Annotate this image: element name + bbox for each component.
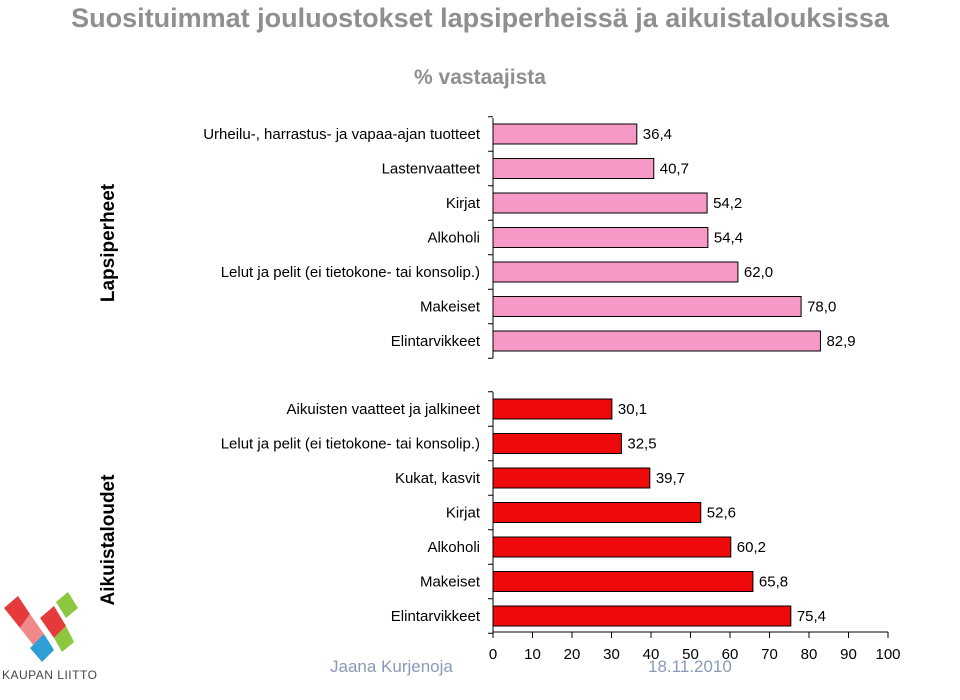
group-label: Aikuistaloudet	[98, 474, 119, 606]
x-tick-label: 70	[761, 646, 778, 663]
bar	[492, 605, 792, 627]
value-label: 30,1	[618, 401, 647, 418]
bar	[492, 536, 732, 558]
bar	[492, 158, 655, 179]
category-label: Elintarvikkeet	[391, 333, 481, 350]
category-label: Lastenvaatteet	[382, 161, 481, 178]
value-label: 36,4	[643, 126, 672, 143]
logo-text: KAUPAN LIITTO	[2, 668, 98, 682]
category-label: Alkoholi	[427, 539, 480, 556]
category-label: Kirjat	[446, 195, 481, 212]
bar	[492, 192, 708, 214]
bar	[492, 330, 821, 352]
x-tick-label: 100	[875, 646, 900, 663]
x-tick-label: 90	[840, 646, 857, 663]
x-tick-label: 0	[489, 646, 497, 663]
x-tick-label: 60	[722, 646, 739, 663]
bar	[492, 123, 638, 145]
x-tick-label: 20	[564, 646, 581, 663]
value-label: 60,2	[737, 539, 766, 556]
bar	[492, 502, 702, 523]
bar	[492, 261, 739, 283]
value-label: 62,0	[744, 264, 773, 281]
bar	[492, 433, 622, 454]
chart-title: Suosituimmat jouluostokset lapsiperheiss…	[71, 3, 889, 33]
x-tick-label: 80	[801, 646, 818, 663]
footer-date: 18.11.2010	[648, 657, 732, 676]
kaupan-liitto-logo-icon	[4, 592, 78, 662]
value-label: 32,5	[627, 436, 656, 453]
chart-subtitle: % vastaajista	[414, 66, 546, 89]
category-label: Aikuisten vaatteet ja jalkineet	[287, 401, 481, 418]
group-label: Lapsiperheet	[98, 183, 119, 302]
category-label: Lelut ja pelit (ei tietokone- tai konsol…	[221, 436, 480, 453]
bar	[492, 571, 754, 592]
category-label: Alkoholi	[427, 230, 480, 247]
x-tick-label: 30	[603, 646, 620, 663]
category-label: Urheilu-, harrastus- ja vapaa-ajan tuott…	[203, 126, 481, 143]
value-label: 65,8	[759, 574, 788, 591]
bar	[492, 467, 651, 489]
bar	[492, 227, 709, 248]
x-tick-label: 50	[682, 646, 699, 663]
value-label: 82,9	[826, 333, 855, 350]
category-label: Makeiset	[420, 574, 481, 591]
value-label: 39,7	[656, 470, 685, 487]
x-tick-label: 40	[643, 646, 660, 663]
x-tick-label: 10	[524, 646, 541, 663]
value-label: 75,4	[797, 608, 826, 625]
footer-author: Jaana Kurjenoja	[330, 657, 453, 676]
category-label: Lelut ja pelit (ei tietokone- tai konsol…	[221, 264, 480, 281]
category-label: Makeiset	[420, 299, 481, 316]
value-label: 54,2	[713, 195, 742, 212]
value-label: 40,7	[660, 161, 689, 178]
value-label: 54,4	[714, 230, 743, 247]
bar	[492, 398, 613, 420]
bar	[492, 296, 802, 317]
value-label: 78,0	[807, 299, 836, 316]
category-label: Kirjat	[446, 505, 481, 522]
value-label: 52,6	[707, 505, 736, 522]
category-label: Elintarvikkeet	[391, 608, 481, 625]
category-label: Kukat, kasvit	[395, 470, 481, 487]
